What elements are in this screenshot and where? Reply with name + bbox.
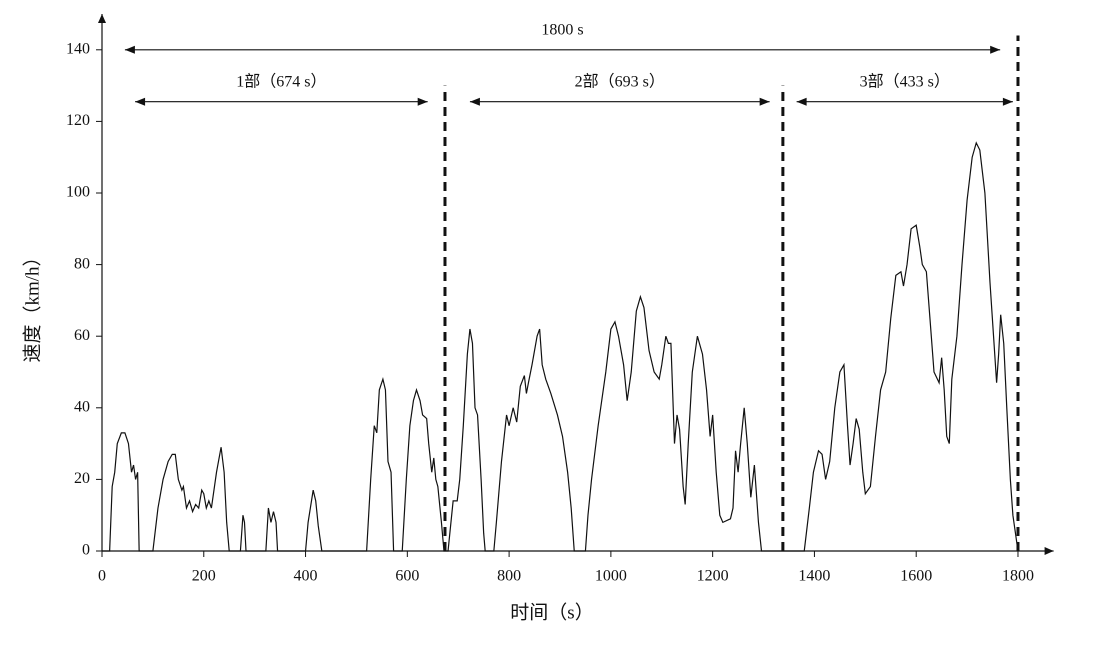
x-axis-label: 时间（s） [510,601,593,623]
x-tick-label: 1000 [595,568,627,585]
y-axis-arrow [98,14,106,23]
annotation-label: 2部（693 s） [575,72,665,90]
x-tick-label: 0 [98,568,106,585]
x-tick-label: 600 [395,568,419,585]
x-tick-label: 200 [192,568,216,585]
y-tick-label: 40 [74,398,90,415]
y-tick-label: 60 [74,327,90,344]
x-tick-label: 1800 [1002,568,1034,585]
y-tick-label: 80 [74,255,90,272]
x-tick-label: 1600 [900,568,932,585]
annotation-label: 1部（674 s） [236,72,326,90]
annotation-label: 1800 s [541,21,583,38]
y-tick-label: 0 [82,542,90,559]
x-tick-label: 400 [294,568,318,585]
y-tick-label: 20 [74,470,90,487]
speed-line [102,141,1019,552]
y-axis-label: 速度（km/h） [21,247,43,362]
y-tick-label: 120 [66,112,90,129]
x-axis-arrow [1044,547,1054,555]
x-tick-label: 1200 [697,568,729,585]
annotation-label: 3部（433 s） [860,72,950,90]
x-tick-label: 1400 [798,568,830,585]
x-tick-label: 800 [497,568,521,585]
y-tick-label: 100 [66,184,90,201]
y-tick-label: 140 [66,40,90,57]
